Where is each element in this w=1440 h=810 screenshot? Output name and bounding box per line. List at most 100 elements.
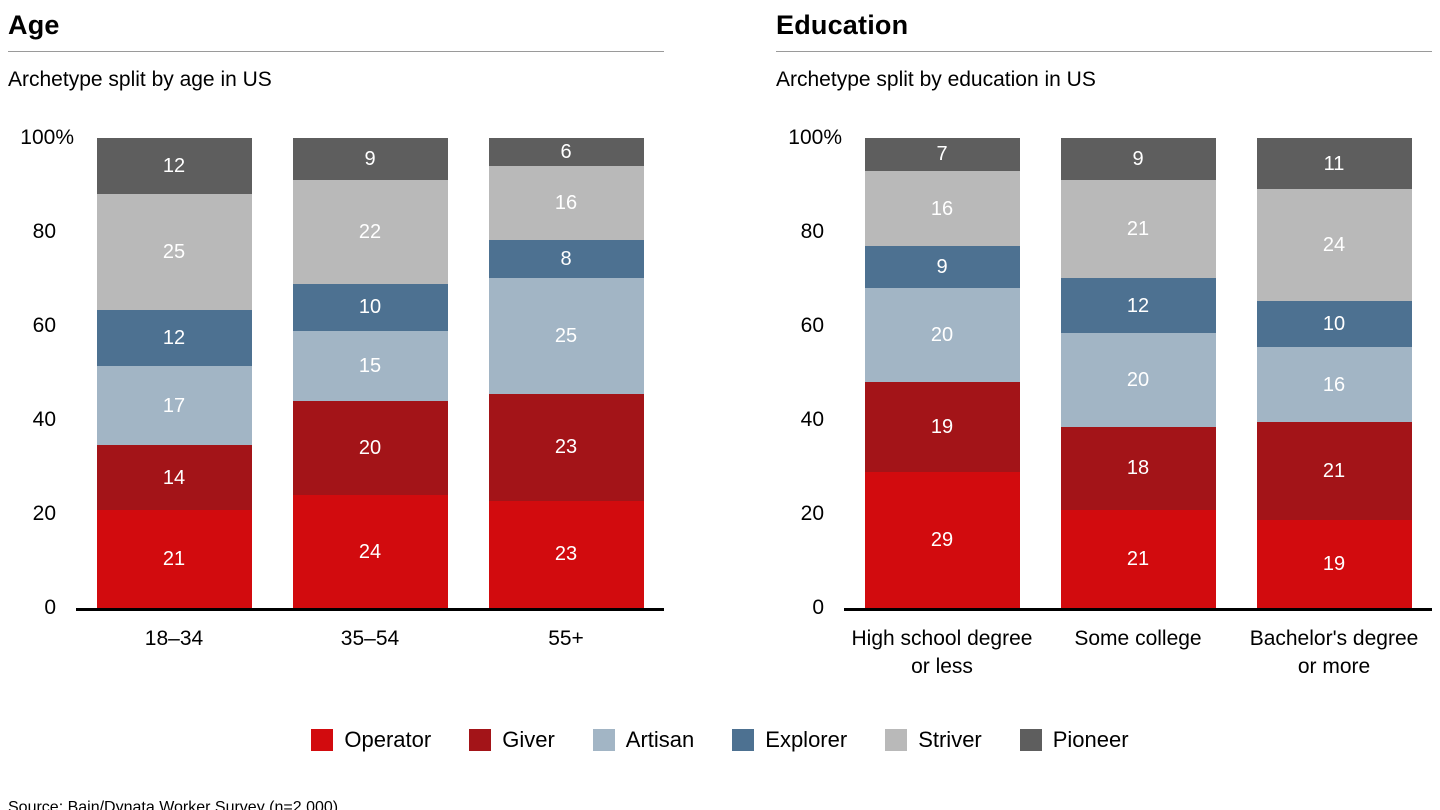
bar-segment-operator: 29 — [864, 471, 1020, 608]
y-tick-label: 60 — [800, 314, 824, 337]
legend-item-explorer: Explorer — [732, 727, 847, 753]
segment-value-label: 23 — [554, 543, 578, 566]
segment-value-label: 8 — [560, 248, 572, 271]
segment-value-label: 11 — [1323, 152, 1345, 175]
segment-value-label: 10 — [358, 296, 382, 319]
bar-segment-operator: 19 — [1256, 519, 1412, 608]
segment-value-label: 23 — [554, 436, 578, 459]
y-tick-label: 80 — [800, 220, 824, 243]
legend-item-operator: Operator — [311, 727, 431, 753]
segment-value-label: 25 — [554, 324, 578, 347]
segment-value-label: 12 — [162, 154, 186, 177]
segment-value-label: 25 — [162, 241, 186, 264]
bar-segment-operator: 21 — [1060, 510, 1216, 608]
plot-area: 21 14 17 12 25 12 24 20 15 10 22 9 23 23 25 8 16 6 — [76, 138, 664, 611]
bar-segment-artisan: 20 — [864, 288, 1020, 383]
title-rule — [8, 51, 664, 52]
bar-segment-explorer: 9 — [864, 246, 1020, 289]
segment-value-label: 12 — [162, 327, 186, 350]
plot-area: 29 19 20 9 16 7 21 18 20 12 21 9 19 21 16 10 24 11 — [844, 138, 1432, 611]
legend-label: Striver — [918, 727, 982, 752]
legend-swatch — [311, 729, 334, 751]
x-category-label: Bachelor's degree or more — [1236, 625, 1432, 681]
bar-segment-pioneer: 6 — [488, 138, 644, 166]
segment-value-label: 21 — [1322, 459, 1346, 482]
x-category-label: High school degree or less — [844, 625, 1040, 681]
bar: 29 19 20 9 16 7 — [844, 138, 1040, 608]
x-axis: High school degree or less Some college Ba… — [844, 625, 1432, 681]
segment-value-label: 15 — [358, 354, 382, 377]
legend-item-giver: Giver — [469, 727, 555, 753]
chart-title: Education — [776, 10, 909, 40]
y-axis: 0 20 40 60 80 100% — [776, 126, 844, 619]
plot: 29 19 20 9 16 7 21 18 20 12 21 9 19 21 16 10 24 11 High s… — [844, 138, 1432, 681]
y-tick-label: 20 — [32, 502, 56, 525]
legend-label: Operator — [344, 727, 432, 752]
segment-value-label: 20 — [1126, 369, 1150, 391]
y-tick-label: 0 — [44, 596, 56, 619]
y-tick-label: 0 — [812, 596, 824, 619]
plot: 21 14 17 12 25 12 24 20 15 10 22 9 23 23 25 8 16 6 18–34 3… — [76, 138, 664, 653]
chart-subtitle: Archetype split by age in US — [8, 68, 272, 91]
bar-segment-striver: 16 — [488, 165, 644, 241]
legend-swatch — [1019, 729, 1042, 751]
bar-segment-artisan: 16 — [1256, 347, 1412, 422]
segment-value-label: 12 — [1126, 294, 1150, 317]
segment-value-label: 19 — [1322, 552, 1346, 575]
bar-segment-striver: 25 — [96, 193, 252, 311]
legend-item-striver: Striver — [885, 727, 982, 753]
bar-segment-pioneer: 7 — [864, 138, 1020, 171]
legend-swatch — [592, 729, 615, 751]
bar-segment-striver: 16 — [864, 170, 1020, 247]
y-tick-label: 100% — [20, 126, 74, 149]
bar-segment-artisan: 15 — [292, 330, 448, 402]
legend: Operator Giver Artisan Explorer Striver Pione… — [8, 727, 1432, 753]
bar-segment-giver: 14 — [96, 445, 252, 511]
x-category-label-text: Some college — [1074, 627, 1202, 650]
bar-segment-explorer: 8 — [488, 240, 644, 278]
bar-segment-operator: 23 — [488, 500, 644, 608]
bar-segment-explorer: 12 — [1060, 277, 1216, 334]
bar-segment-explorer: 10 — [292, 283, 448, 331]
bar-segment-artisan: 25 — [488, 277, 644, 394]
segment-value-label: 29 — [930, 528, 954, 551]
legend-label: Giver — [502, 727, 555, 752]
bar-segment-explorer: 12 — [96, 310, 252, 367]
segment-value-label: 9 — [936, 256, 948, 279]
segment-value-label: 19 — [930, 416, 954, 439]
source-note: Source: Bain/Dynata Worker Survey (n=2,0… — [8, 799, 339, 810]
legend-label: Pioneer — [1052, 727, 1129, 752]
y-axis: 0 20 40 60 80 100% — [8, 126, 76, 619]
x-category-label-text: 18–34 — [144, 627, 204, 650]
chart-subtitle: Archetype split by education in US — [776, 68, 1096, 91]
x-category-label: 35–54 — [272, 625, 468, 653]
bar-segment-pioneer: 11 — [1256, 138, 1412, 190]
bar-segment-giver: 18 — [1060, 426, 1216, 511]
bar-segment-operator: 24 — [292, 495, 448, 608]
x-category-label-text: High school degree or less — [851, 627, 1033, 678]
segment-value-label: 24 — [358, 540, 382, 563]
x-category-label: Some college — [1040, 625, 1236, 681]
bar-segment-operator: 21 — [96, 510, 252, 608]
title-rule — [776, 51, 1432, 52]
segment-value-label: 9 — [1132, 147, 1144, 170]
segment-value-label: 22 — [358, 221, 382, 243]
legend-item-artisan: Artisan — [592, 727, 694, 753]
legend-item-pioneer: Pioneer — [1019, 727, 1129, 753]
bar-segment-pioneer: 12 — [96, 138, 252, 194]
bar-segment-striver: 24 — [1256, 189, 1412, 301]
segment-value-label: 21 — [162, 548, 186, 571]
bar-segment-giver: 20 — [292, 401, 448, 496]
segment-value-label: 16 — [930, 197, 954, 220]
bar-segment-giver: 21 — [1256, 421, 1412, 520]
bar: 23 23 25 8 16 6 — [468, 138, 664, 608]
x-category-label: 18–34 — [76, 625, 272, 653]
segment-value-label: 18 — [1126, 457, 1150, 480]
charts-row: Age Archetype split by age in US 0 20 40 60… — [8, 10, 1432, 681]
stacked-bar: 19 21 16 10 24 11 — [1256, 138, 1412, 608]
x-category-label-text: 35–54 — [340, 627, 400, 650]
segment-value-label: 14 — [162, 466, 186, 489]
bar-segment-giver: 23 — [488, 393, 644, 501]
bar: 19 21 16 10 24 11 — [1236, 138, 1432, 608]
